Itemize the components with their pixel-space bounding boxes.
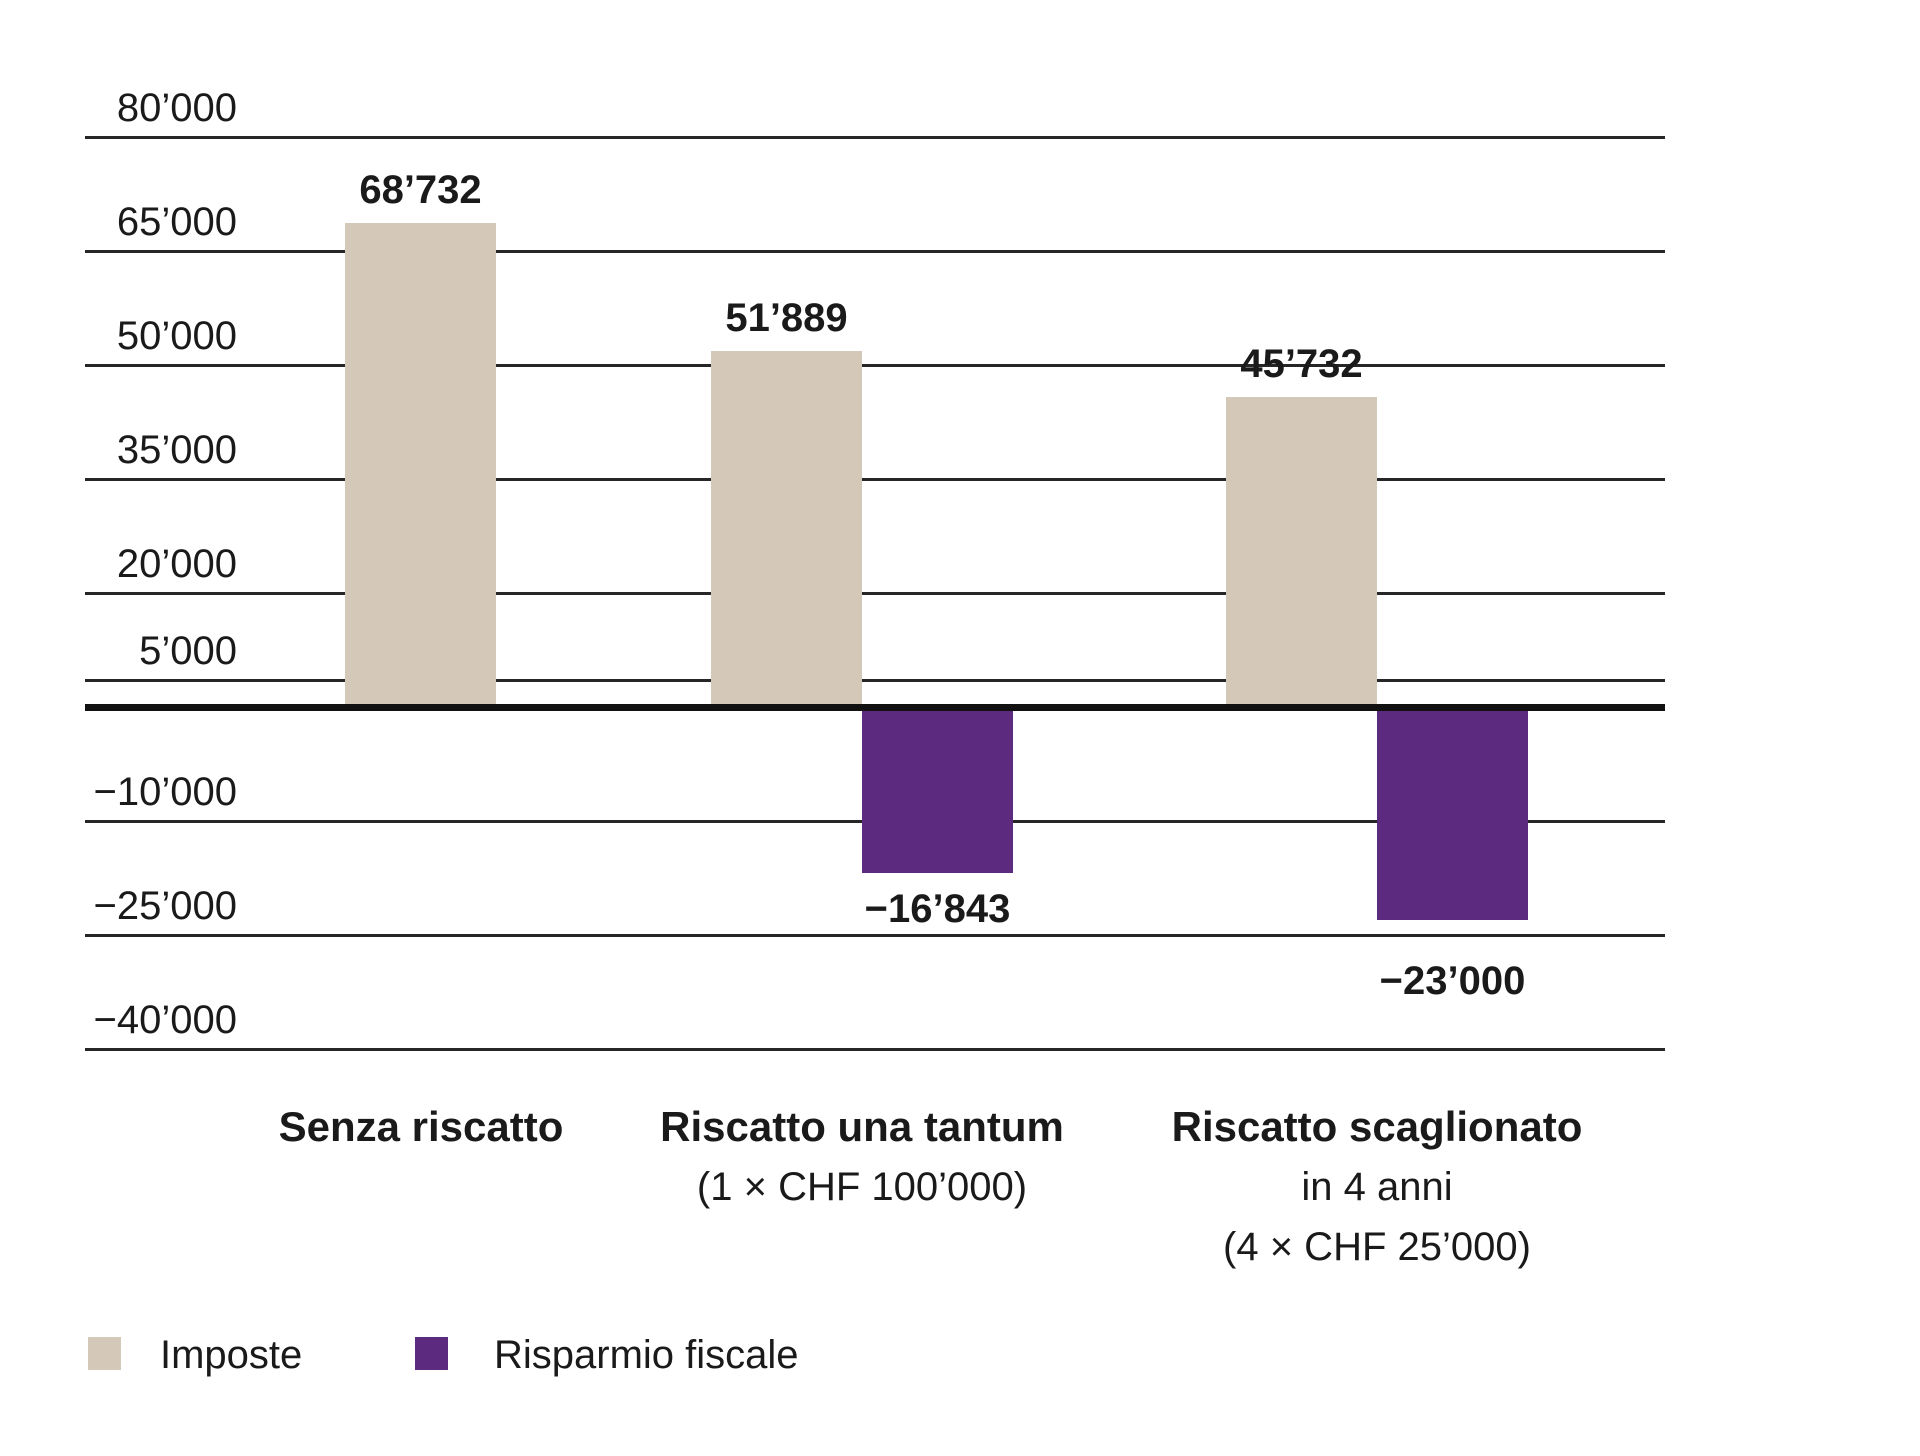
y-tick-label-80000: 80’000	[116, 86, 237, 130]
legend: Imposte Risparmio fiscale	[0, 1330, 1920, 1390]
bar-imposte-0	[345, 222, 496, 707]
bar-imposte-2	[1226, 397, 1377, 707]
y-tick-label-20000: 20’000	[116, 542, 237, 586]
category-label-line-1: Senza riscatto	[278, 1103, 564, 1150]
gridline-35000	[85, 478, 1665, 481]
y-tick-label--40000: −40’000	[93, 998, 237, 1042]
gridline-65000	[85, 250, 1665, 253]
bar-value-label-imposte-0: 68’732	[359, 167, 482, 212]
bar-value-label-risparmio-fiscale-1: −16’843	[864, 887, 1011, 931]
y-tick-label-5000: 5’000	[139, 629, 237, 673]
bar-imposte-1	[711, 350, 862, 707]
category-label-riscatto-una-tantum: Riscatto una tantum (1 × CHF 100’000)	[512, 1097, 1212, 1217]
gridline--25000	[85, 934, 1665, 937]
bar-value-label-imposte-1: 51’889	[725, 295, 848, 340]
bar-value-label-risparmio-fiscale-2: −23’000	[1379, 958, 1526, 1003]
y-tick-label-50000: 50’000	[116, 314, 237, 358]
risparmio-fiscale-legend-swatch	[415, 1337, 448, 1370]
gridline-20000	[85, 592, 1665, 595]
risparmio-fiscale-legend-label: Risparmio fiscale	[494, 1333, 799, 1377]
category-label-line-2: in 4 anni	[1301, 1165, 1453, 1209]
bar-risparmio-fiscale-2	[1377, 707, 1528, 920]
bar-risparmio-fiscale-1	[862, 707, 1013, 873]
bar-value-label-imposte-2: 45’732	[1240, 342, 1363, 387]
category-label-line-2: (1 × CHF 100’000)	[696, 1165, 1028, 1209]
y-tick-label-65000: 65’000	[116, 200, 237, 244]
gridline-80000	[85, 136, 1665, 139]
category-label-senza-riscatto: Senza riscatto	[71, 1097, 771, 1157]
category-label-line-3: (4 × CHF 25’000)	[1223, 1225, 1531, 1269]
gridline-5000	[85, 679, 1665, 682]
gridline--40000	[85, 1048, 1665, 1051]
y-tick-label-35000: 35’000	[116, 428, 237, 472]
category-label-line-1: Riscatto scaglionato	[1171, 1103, 1583, 1150]
imposte-legend-label: Imposte	[160, 1333, 303, 1377]
gridline-50000	[85, 364, 1665, 367]
imposte-legend-swatch	[88, 1337, 121, 1370]
zero-axis-line	[85, 704, 1665, 711]
y-tick-label--10000: −10’000	[93, 770, 237, 814]
category-label-riscatto-scaglionato: Riscatto scaglionato in 4 anni (4 × CHF 25…	[1027, 1097, 1727, 1277]
y-tick-label--25000: −25’000	[93, 884, 237, 928]
category-label-line-1: Riscatto una tantum	[660, 1103, 1064, 1150]
